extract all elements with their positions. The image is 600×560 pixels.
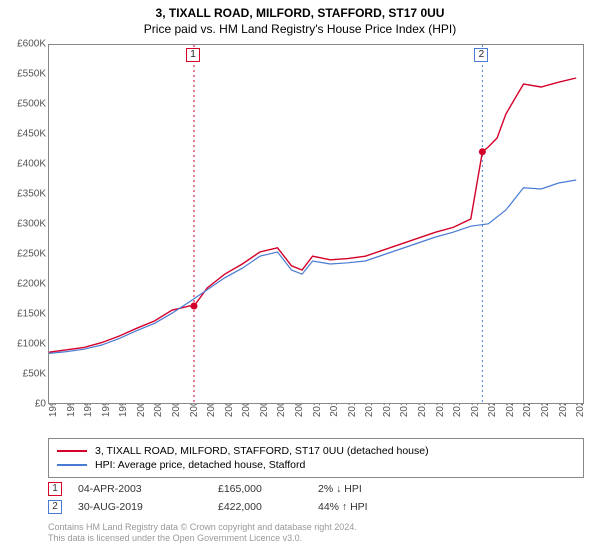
legend-item: HPI: Average price, detached house, Staf… <box>57 459 575 471</box>
y-tick-label: £400K <box>0 159 46 170</box>
credit-line: Contains HM Land Registry data © Crown c… <box>48 522 584 533</box>
transaction-diff: 44% ↑ HPI <box>318 501 438 513</box>
y-tick-label: £550K <box>0 69 46 80</box>
y-tick-label: £600K <box>0 39 46 50</box>
transaction-badge: 2 <box>48 500 62 514</box>
transactions-table: 1 04-APR-2003 £165,000 2% ↓ HPI 2 30-AUG… <box>48 478 584 518</box>
legend-item: 3, TIXALL ROAD, MILFORD, STAFFORD, ST17 … <box>57 445 575 457</box>
y-tick-label: £300K <box>0 219 46 230</box>
plot-svg <box>49 45 585 405</box>
table-row: 1 04-APR-2003 £165,000 2% ↓ HPI <box>48 482 584 496</box>
event-marker <box>190 303 197 310</box>
y-tick-label: £150K <box>0 309 46 320</box>
event-marker <box>479 148 486 155</box>
legend-swatch <box>57 450 87 452</box>
transaction-price: £165,000 <box>218 483 318 495</box>
y-tick-label: £450K <box>0 129 46 140</box>
plot-area <box>48 44 584 404</box>
legend-label: HPI: Average price, detached house, Staf… <box>95 459 305 471</box>
legend-box: 3, TIXALL ROAD, MILFORD, STAFFORD, ST17 … <box>48 438 584 478</box>
title-subtitle: Price paid vs. HM Land Registry's House … <box>0 22 600 36</box>
legend-label: 3, TIXALL ROAD, MILFORD, STAFFORD, ST17 … <box>95 445 429 457</box>
credit-line: This data is licensed under the Open Gov… <box>48 533 584 544</box>
title-address: 3, TIXALL ROAD, MILFORD, STAFFORD, ST17 … <box>0 6 600 20</box>
series-line <box>49 180 576 353</box>
y-tick-label: £0 <box>0 399 46 410</box>
transaction-diff: 2% ↓ HPI <box>318 483 438 495</box>
table-row: 2 30-AUG-2019 £422,000 44% ↑ HPI <box>48 500 584 514</box>
event-badge: 2 <box>474 48 488 62</box>
y-tick-label: £50K <box>0 369 46 380</box>
credit-text: Contains HM Land Registry data © Crown c… <box>48 522 584 545</box>
chart-container: 3, TIXALL ROAD, MILFORD, STAFFORD, ST17 … <box>0 0 600 560</box>
event-badge: 1 <box>186 48 200 62</box>
chart-titles: 3, TIXALL ROAD, MILFORD, STAFFORD, ST17 … <box>0 0 600 36</box>
transaction-price: £422,000 <box>218 501 318 513</box>
y-tick-label: £250K <box>0 249 46 260</box>
transaction-date: 04-APR-2003 <box>78 483 218 495</box>
y-tick-label: £350K <box>0 189 46 200</box>
legend-swatch <box>57 464 87 466</box>
transaction-badge: 1 <box>48 482 62 496</box>
y-tick-label: £200K <box>0 279 46 290</box>
series-line <box>49 78 576 352</box>
transaction-date: 30-AUG-2019 <box>78 501 218 513</box>
y-tick-label: £100K <box>0 339 46 350</box>
y-tick-label: £500K <box>0 99 46 110</box>
